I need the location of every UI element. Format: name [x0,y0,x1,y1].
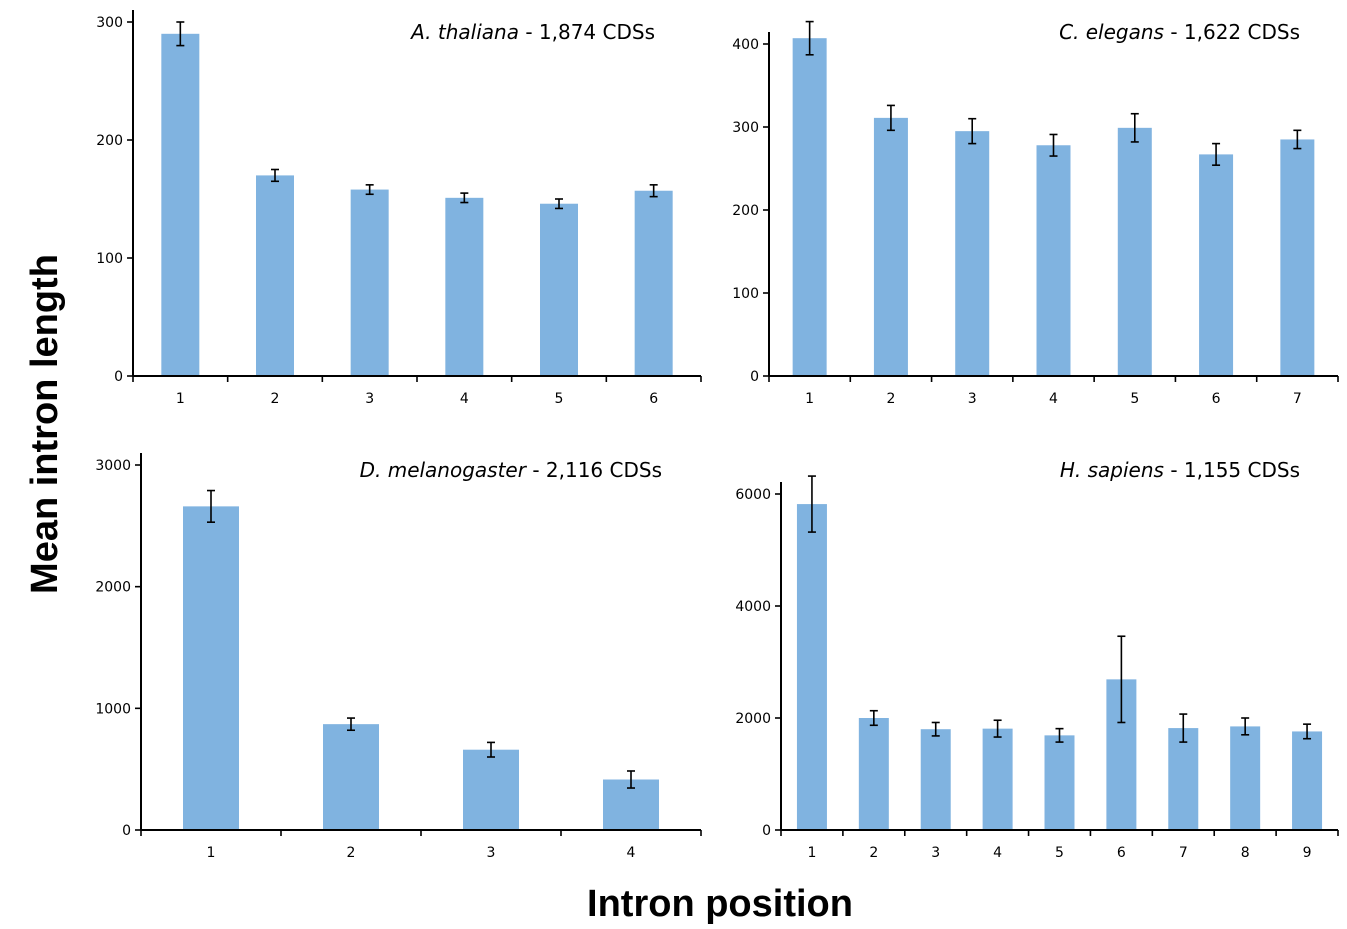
bar [796,504,827,830]
y-tick-label: 3000 [95,458,131,474]
panel-title-species: D. melanogaster [360,458,528,482]
x-tick-label: 1 [807,845,816,861]
bar [1199,154,1234,376]
panel-title-count: - 2,116 CDSs [526,458,662,482]
bar [1292,731,1323,830]
chart-panel-3: D. melanogaster - 2,116 CDSs 1 2 3 4 0 1000 200… [95,453,702,861]
y-tick-label: 100 [732,286,759,302]
bar [792,38,827,376]
x-tick-label: 7 [1179,845,1188,861]
bar [323,724,379,830]
x-tick-label: 1 [176,391,185,407]
panel-title-species: A. thaliana [409,20,519,44]
x-tick-label: 4 [993,845,1002,861]
y-tick-label: 0 [750,369,759,385]
panel-title: C. elegans - 1,622 CDSs [1059,20,1300,44]
panel-title-count: - 1,622 CDSs [1164,20,1300,44]
x-tick-label: 3 [487,845,496,861]
panel-title-species: C. elegans [1059,20,1164,44]
y-tick-label: 0 [122,823,131,839]
y-tick-label: 400 [732,37,759,53]
bar [858,718,889,830]
y-tick-label: 0 [114,369,123,385]
x-tick-label: 4 [1049,391,1058,407]
bar [920,729,951,830]
bar [161,33,200,377]
x-tick-label: 2 [869,845,878,861]
panel-title: H. sapiens - 1,155 CDSs [1060,458,1300,482]
panel-title: D. melanogaster - 2,116 CDSs [360,458,662,482]
bar [183,506,239,830]
x-tick-label: 5 [555,391,564,407]
chart-panel-2: C. elegans - 1,622 CDSs 1 2 3 4 5 6 7 0 100 200 300… [732,20,1339,407]
panel-title-count: - 1,155 CDSs [1164,458,1300,482]
bar [1168,728,1199,830]
chart-panel-4: H. sapiens - 1,155 CDSs 1 2 3 4 5 6 7 8 9 0 2000 400… [735,458,1339,861]
bar [540,203,578,376]
bar [463,749,519,830]
x-tick-label: 1 [805,391,814,407]
bar [1117,127,1152,376]
bar [982,728,1013,830]
x-tick-label: 6 [649,391,658,407]
x-tick-label: 3 [365,391,374,407]
bar [1280,139,1315,376]
y-tick-label: 300 [732,120,759,136]
bar [445,197,484,376]
x-tick-label: 6 [1212,391,1221,407]
x-tick-label: 9 [1303,845,1312,861]
y-tick-label: 1000 [95,701,131,717]
y-tick-label: 2000 [735,711,771,727]
bar [873,117,908,377]
x-tick-label: 2 [271,391,280,407]
x-axis-label: Intron position [587,883,853,925]
y-tick-label: 4000 [735,599,771,615]
panel-title-species: H. sapiens [1060,458,1164,482]
y-tick-label: 200 [96,133,123,149]
x-tick-label: 7 [1293,391,1302,407]
y-tick-label: 0 [762,823,771,839]
x-tick-label: 2 [886,391,895,407]
bar [634,190,673,376]
panel-title: A. thaliana - 1,874 CDSs [409,20,655,44]
y-axis-label: Mean intron length [24,254,66,594]
x-tick-label: 6 [1117,845,1126,861]
x-tick-label: 1 [207,845,216,861]
x-tick-label: 3 [968,391,977,407]
x-tick-label: 3 [931,845,940,861]
chart-panel-1: A. thaliana - 1,874 CDSs 1 2 3 4 5 6 0 100 200 300 [96,10,702,407]
bar [955,131,990,376]
y-tick-label: 300 [96,15,123,31]
y-tick-label: 100 [96,251,123,267]
x-tick-label: 4 [627,845,636,861]
y-tick-label: 2000 [95,580,131,596]
bar [1230,726,1261,830]
bar [1036,145,1071,376]
x-tick-label: 5 [1055,845,1064,861]
x-tick-label: 4 [460,391,469,407]
x-tick-label: 8 [1241,845,1250,861]
bar [256,175,294,376]
y-tick-label: 6000 [735,487,771,503]
x-tick-label: 5 [1130,391,1139,407]
y-tick-label: 200 [732,203,759,219]
bar [1044,735,1075,830]
panel-title-count: - 1,874 CDSs [519,20,655,44]
bar [350,189,389,376]
x-tick-label: 2 [347,845,356,861]
